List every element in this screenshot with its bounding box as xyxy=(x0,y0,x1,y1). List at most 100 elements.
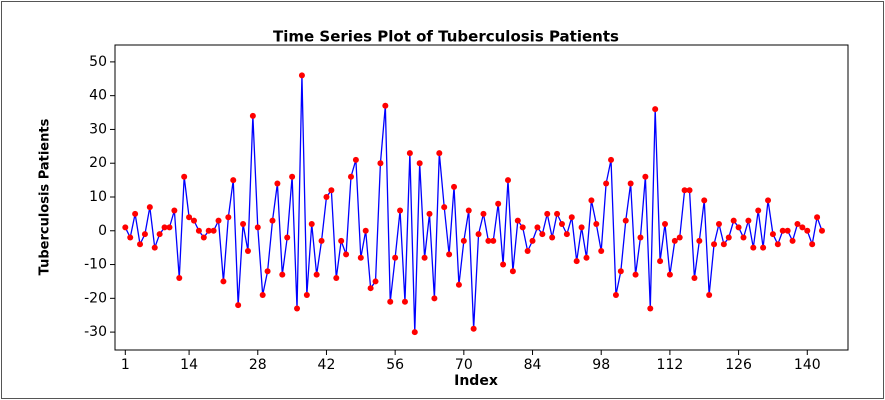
data-point xyxy=(426,210,433,217)
data-point xyxy=(706,291,713,298)
data-point xyxy=(338,237,345,244)
data-point xyxy=(657,258,664,265)
data-point xyxy=(161,224,168,231)
data-point xyxy=(804,227,811,234)
y-tick-label: 40 xyxy=(89,88,107,104)
data-point xyxy=(814,214,821,221)
y-tick-label: 30 xyxy=(89,121,107,137)
data-point xyxy=(755,207,762,214)
data-point xyxy=(691,275,698,282)
data-point xyxy=(401,298,408,305)
data-point xyxy=(294,305,301,312)
data-point xyxy=(818,227,825,234)
data-point xyxy=(313,271,320,278)
x-tick-label: 126 xyxy=(725,357,752,373)
data-point xyxy=(627,180,634,187)
data-point xyxy=(323,193,330,200)
data-point xyxy=(711,241,718,248)
data-point xyxy=(171,207,178,214)
data-point xyxy=(769,231,776,238)
data-point xyxy=(794,221,801,228)
data-point xyxy=(455,281,462,288)
data-point xyxy=(377,160,384,167)
data-point xyxy=(215,217,222,224)
data-point xyxy=(416,160,423,167)
data-point xyxy=(259,291,266,298)
data-point xyxy=(205,227,212,234)
data-point xyxy=(279,271,286,278)
data-point xyxy=(176,275,183,282)
y-tick-label: -10 xyxy=(84,257,107,273)
data-point xyxy=(784,227,791,234)
data-point xyxy=(681,187,688,194)
data-point xyxy=(558,221,565,228)
data-point xyxy=(779,227,786,234)
data-point xyxy=(397,207,404,214)
data-point xyxy=(127,234,134,241)
y-tick-label: 20 xyxy=(89,155,107,171)
data-point xyxy=(411,329,418,336)
data-point xyxy=(799,224,806,231)
data-point xyxy=(200,234,207,241)
data-point xyxy=(524,248,531,255)
data-point xyxy=(495,200,502,207)
data-point xyxy=(190,217,197,224)
data-point xyxy=(480,210,487,217)
data-point xyxy=(519,224,526,231)
data-point xyxy=(151,244,158,251)
data-point xyxy=(701,197,708,204)
data-point xyxy=(544,210,551,217)
data-point xyxy=(588,197,595,204)
data-point xyxy=(333,275,340,282)
y-tick-label: -30 xyxy=(84,324,107,340)
y-tick-label: 10 xyxy=(89,189,107,205)
data-point xyxy=(460,237,467,244)
data-point xyxy=(470,325,477,332)
x-tick-label: 56 xyxy=(386,357,404,373)
y-tick-label: 50 xyxy=(89,54,107,70)
data-point xyxy=(367,285,374,292)
data-point xyxy=(436,150,443,157)
data-point xyxy=(347,173,354,180)
data-point xyxy=(240,221,247,228)
data-point xyxy=(284,234,291,241)
data-point xyxy=(563,231,570,238)
data-point xyxy=(608,156,615,163)
data-point xyxy=(186,214,193,221)
data-point xyxy=(573,258,580,265)
data-point xyxy=(249,112,256,119)
data-point xyxy=(554,210,561,217)
data-point xyxy=(612,291,619,298)
data-point xyxy=(235,302,242,309)
data-point xyxy=(421,254,428,261)
data-point xyxy=(725,234,732,241)
data-point xyxy=(774,241,781,248)
x-tick-label: 28 xyxy=(249,357,267,373)
data-point xyxy=(549,234,556,241)
data-point xyxy=(225,214,232,221)
data-point xyxy=(244,248,251,255)
data-point xyxy=(760,244,767,251)
data-point xyxy=(632,271,639,278)
data-point xyxy=(137,241,144,248)
y-tick-label: -20 xyxy=(84,290,107,306)
data-point xyxy=(465,207,472,214)
data-point xyxy=(343,251,350,258)
data-point xyxy=(485,237,492,244)
x-tick-label: 42 xyxy=(318,357,336,373)
data-point xyxy=(475,231,482,238)
data-point xyxy=(298,72,305,79)
data-point xyxy=(406,150,413,157)
data-point xyxy=(686,187,693,194)
data-point xyxy=(352,156,359,163)
data-point xyxy=(740,234,747,241)
data-point xyxy=(504,177,511,184)
data-point xyxy=(715,221,722,228)
data-point xyxy=(387,298,394,305)
y-axis-label: Tuberculosis Patients xyxy=(38,118,53,275)
data-point xyxy=(622,217,629,224)
data-point xyxy=(122,224,129,231)
data-point xyxy=(745,217,752,224)
data-point xyxy=(431,295,438,302)
